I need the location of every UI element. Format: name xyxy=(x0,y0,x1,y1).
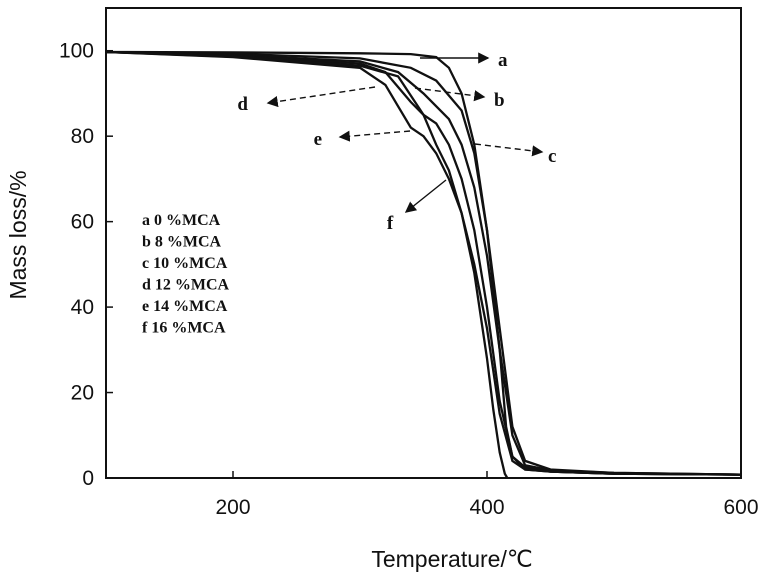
y-tick-label: 0 xyxy=(82,467,94,490)
legend-entry: e 14 %MCA xyxy=(142,298,228,315)
annotation-label-f: f xyxy=(387,213,394,234)
annotation-label-d: d xyxy=(237,94,248,115)
x-tick-label: 200 xyxy=(215,496,250,519)
y-axis: 0 20 40 60 80 100 xyxy=(59,40,113,490)
annotation-arrow-e xyxy=(338,130,411,142)
legend-entry: f 16 %MCA xyxy=(142,320,226,337)
plot-frame xyxy=(105,7,742,479)
y-tick-label: 40 xyxy=(71,296,94,319)
y-tick-label: 80 xyxy=(71,125,94,148)
annotation-label-e: e xyxy=(314,129,322,150)
annotation-arrow-d xyxy=(266,86,376,108)
legend-entry: a 0 %MCA xyxy=(142,212,221,229)
legend-entry: d 12 %MCA xyxy=(142,277,230,294)
x-axis-title: Temperature/℃ xyxy=(371,546,532,572)
series-curve-c xyxy=(105,50,742,476)
x-tick-label: 600 xyxy=(723,496,758,519)
annotation-label-b: b xyxy=(494,90,505,111)
x-tick-label: 400 xyxy=(469,496,504,519)
y-tick-label: 100 xyxy=(59,40,94,63)
annotation-arrow-f xyxy=(404,179,447,213)
curve-annotations: ab c d e f xyxy=(237,50,556,234)
y-tick-label: 20 xyxy=(71,382,94,405)
annotation-arrow-c xyxy=(474,143,544,157)
legend-entry: c 10 %MCA xyxy=(142,255,228,272)
x-axis: 200 400 600 xyxy=(215,471,759,519)
series-curve-f xyxy=(105,50,509,479)
annotation-label-a: a xyxy=(498,50,508,71)
series-curves xyxy=(105,50,742,479)
series-curve-b xyxy=(105,50,742,476)
y-tick-label: 60 xyxy=(71,211,94,234)
annotation-label-c: c xyxy=(548,146,556,167)
legend: a 0 %MCA b 8 %MCA c 10 %MCA d 12 %MCA e 14 %… xyxy=(142,212,230,337)
y-axis-title: Mass loss/% xyxy=(5,170,31,299)
series-curve-e xyxy=(105,50,742,476)
legend-entry: b 8 %MCA xyxy=(142,234,222,251)
annotation-arrow-b xyxy=(414,87,486,102)
